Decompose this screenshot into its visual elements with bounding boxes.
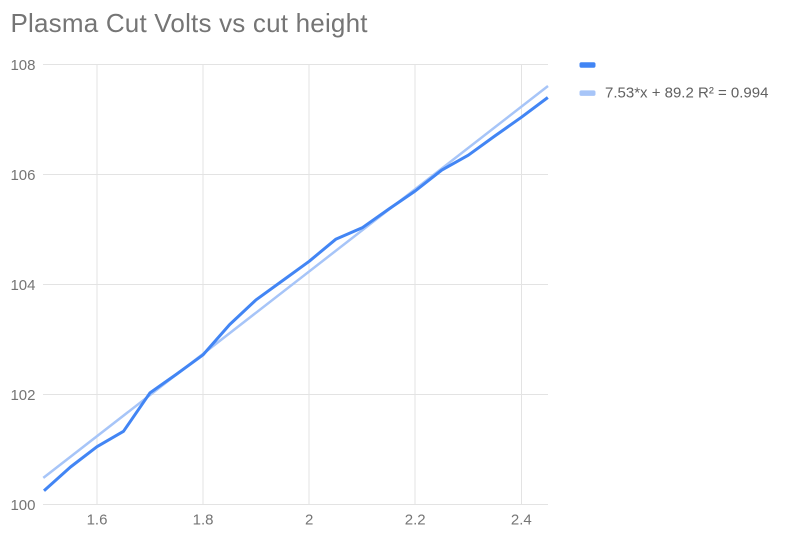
svg-text:1.8: 1.8 [193,512,214,529]
svg-text:102: 102 [10,387,35,404]
svg-text:106: 106 [10,167,35,184]
svg-text:2.4: 2.4 [511,512,532,529]
svg-text:1.6: 1.6 [87,512,108,529]
svg-text:7.53*x + 89.2 R² = 0.994: 7.53*x + 89.2 R² = 0.994 [605,85,768,102]
svg-text:2: 2 [305,512,313,529]
svg-text:108: 108 [10,57,35,74]
svg-text:104: 104 [10,277,35,294]
svg-text:2.2: 2.2 [405,512,426,529]
svg-text:100: 100 [10,497,35,514]
svg-text:Plasma Cut Volts vs cut height: Plasma Cut Volts vs cut height [11,8,369,38]
